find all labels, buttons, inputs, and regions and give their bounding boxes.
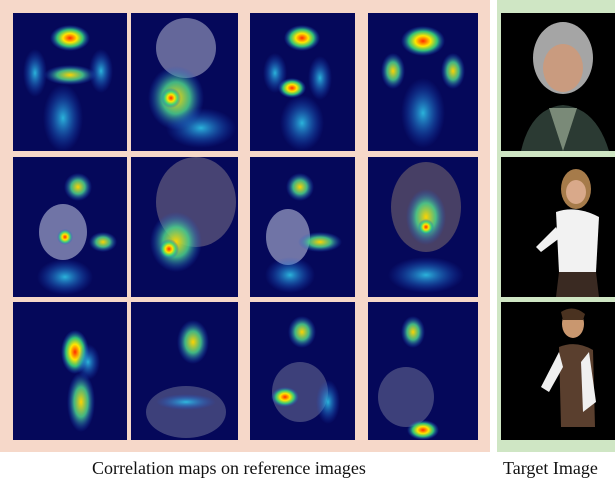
- heatmap-r2c1: [13, 157, 127, 297]
- target-image-3: [501, 302, 615, 440]
- heatmap-r3c1: [13, 302, 127, 440]
- heatmap-r3c2: [131, 302, 238, 440]
- heatmap-r1c4: [368, 13, 478, 151]
- target-caption: Target Image: [503, 458, 598, 478]
- target-image-1: [501, 13, 615, 151]
- reference-caption: Correlation maps on reference images: [92, 458, 366, 478]
- heatmap-r1c1: [13, 13, 127, 151]
- heatmap-r2c2: [131, 157, 238, 297]
- heatmap-r2c4: [368, 157, 478, 297]
- heatmap-r1c3: [250, 13, 355, 151]
- reference-images-panel: [0, 0, 490, 452]
- heatmap-r3c4: [368, 302, 478, 440]
- target-image-2: [501, 157, 615, 297]
- heatmap-r3c3: [250, 302, 355, 440]
- heatmap-r2c3: [250, 157, 355, 297]
- target-images-panel: [497, 0, 615, 452]
- heatmap-r1c2: [131, 13, 238, 151]
